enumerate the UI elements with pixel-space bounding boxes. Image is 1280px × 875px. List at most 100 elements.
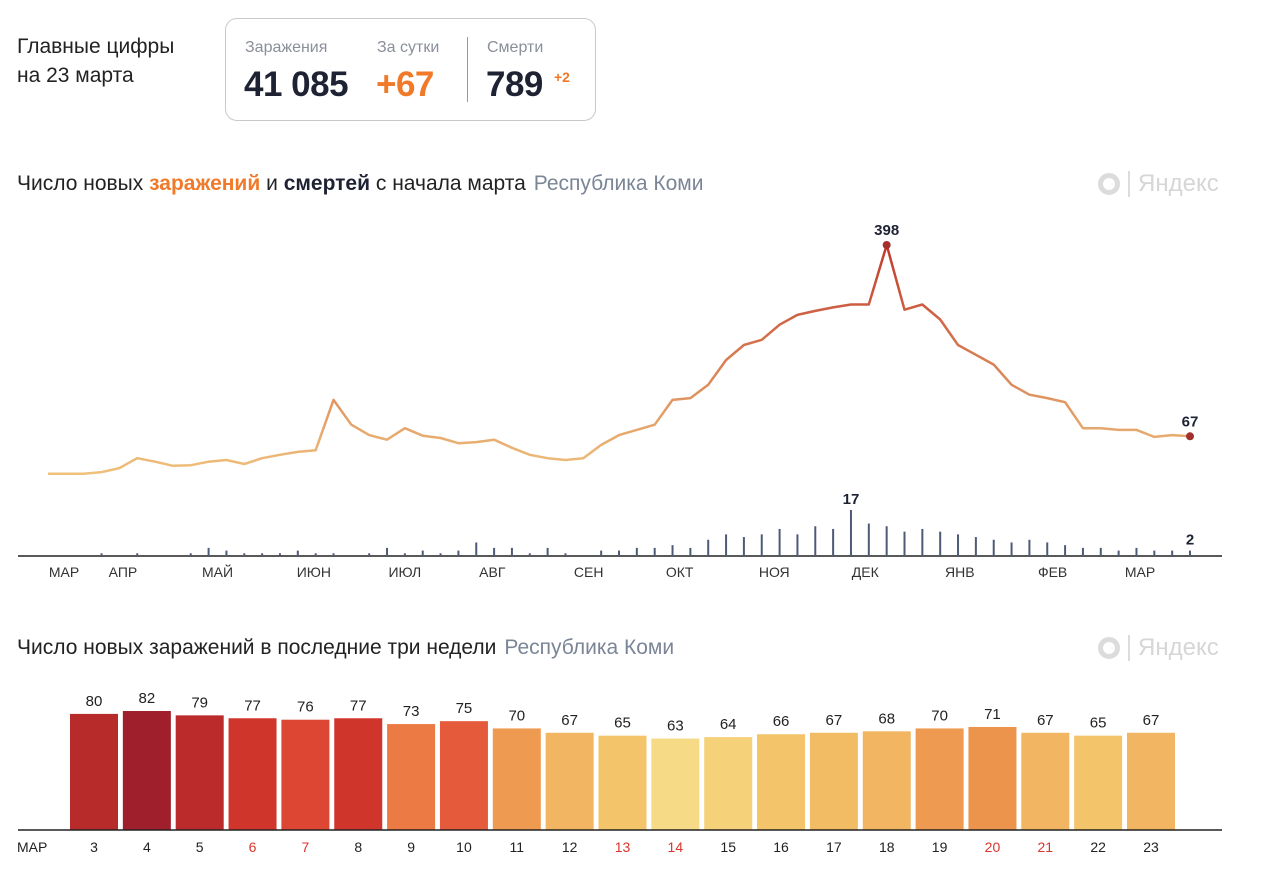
death-bar (957, 534, 960, 556)
legend-deaths: смертей (283, 172, 371, 195)
death-bar (528, 553, 531, 556)
data-label: 75 (456, 700, 473, 717)
chart-title: Число новых заражений и смертей с начала… (17, 172, 703, 196)
stat-value: 789 (486, 65, 543, 104)
bar (175, 715, 224, 830)
header-title-text: Главные цифры (17, 35, 175, 58)
bar (334, 718, 383, 830)
death-bar (867, 523, 870, 556)
death-bar (814, 526, 817, 556)
data-label: 67 (1182, 413, 1199, 430)
death-bar (475, 542, 478, 556)
bar (492, 728, 541, 830)
bar (968, 726, 1017, 830)
divider (467, 37, 468, 102)
header-date: на 23 марта (17, 64, 134, 87)
death-bar (921, 528, 924, 556)
death-bar (618, 550, 620, 556)
death-bar (832, 528, 835, 556)
death-bar (1064, 545, 1067, 556)
death-bar (885, 526, 888, 556)
data-label: 68 (878, 710, 895, 727)
data-label: 70 (508, 707, 525, 724)
death-bar (1046, 542, 1049, 556)
death-bar (1117, 550, 1120, 556)
point-marker (882, 241, 891, 249)
bar (1021, 732, 1070, 830)
x-tick-label: 11 (510, 839, 525, 855)
data-label: 71 (984, 706, 1001, 723)
data-label: 73 (403, 703, 420, 720)
death-bar (1010, 542, 1013, 556)
x-tick-label: 13 (615, 839, 631, 855)
bar (439, 721, 488, 830)
brand-logo: Яндекс (1098, 634, 1219, 662)
bar (70, 713, 118, 830)
death-bar (778, 528, 781, 556)
x-tick-label: НОЯ (759, 564, 790, 580)
death-bar (421, 550, 424, 556)
x-tick-label: 19 (932, 839, 948, 855)
stat-delta: +2 (554, 69, 570, 85)
death-bar (671, 545, 674, 556)
x-tick-label: ИЮН (297, 564, 331, 580)
data-label: 82 (139, 690, 156, 707)
death-bar (1189, 550, 1191, 556)
bar (1127, 732, 1175, 830)
data-label: 65 (1090, 715, 1107, 732)
death-bar (760, 534, 763, 556)
death-bar (1081, 547, 1084, 556)
stat-label: Заражения (245, 39, 328, 56)
x-tick-label: 23 (1143, 839, 1159, 855)
x-axis-month: МАР (17, 839, 47, 855)
x-tick-label: 6 (249, 839, 257, 855)
bar (862, 731, 911, 830)
data-label: 65 (614, 715, 631, 732)
brand-text: Яндекс (1138, 634, 1219, 661)
x-tick-label: 9 (407, 839, 415, 855)
death-bar (725, 534, 728, 556)
death-bar (546, 547, 549, 556)
death-bar (225, 550, 228, 556)
brand-icon (1098, 637, 1120, 659)
subtitle: Республика Коми (533, 172, 704, 195)
death-bar (1028, 539, 1031, 556)
death-bar (707, 539, 710, 556)
x-tick-label: ИЮЛ (388, 564, 421, 580)
infection-line (48, 243, 1191, 476)
death-bar (243, 553, 246, 556)
death-bar (689, 547, 692, 556)
bar (651, 738, 700, 830)
death-bar (1099, 547, 1102, 556)
death-bar (278, 553, 281, 556)
stat-value: +67 (376, 65, 434, 104)
data-label: 80 (86, 693, 103, 710)
stat-label: Смерти (487, 39, 544, 56)
death-bar (1153, 550, 1156, 556)
x-tick-label: 7 (302, 839, 310, 855)
x-tick-label: 5 (196, 839, 204, 855)
death-bar (207, 547, 210, 556)
bar (704, 737, 753, 830)
death-bar (136, 553, 139, 556)
x-tick-label: 21 (1038, 839, 1054, 855)
data-label: 67 (826, 712, 843, 729)
death-bar (564, 553, 567, 556)
x-tick-label: 10 (456, 839, 472, 855)
x-tick-label: 18 (879, 839, 895, 855)
stats-box: Заражения 41 085 За сутки +67 Смерти 789… (225, 18, 596, 121)
title-part: и (266, 172, 278, 195)
legend-infections: заражений (149, 172, 261, 195)
x-tick-label: МАР (49, 564, 79, 580)
bar (545, 732, 594, 830)
death-bar (1171, 550, 1174, 556)
data-label: 77 (350, 697, 367, 714)
death-bar (386, 547, 389, 556)
x-tick-label: 20 (985, 839, 1001, 855)
x-tick-label: 8 (354, 839, 362, 855)
x-tick-label: ДЕК (852, 564, 880, 580)
x-tick-label: АВГ (479, 564, 506, 580)
death-bar (510, 547, 513, 556)
